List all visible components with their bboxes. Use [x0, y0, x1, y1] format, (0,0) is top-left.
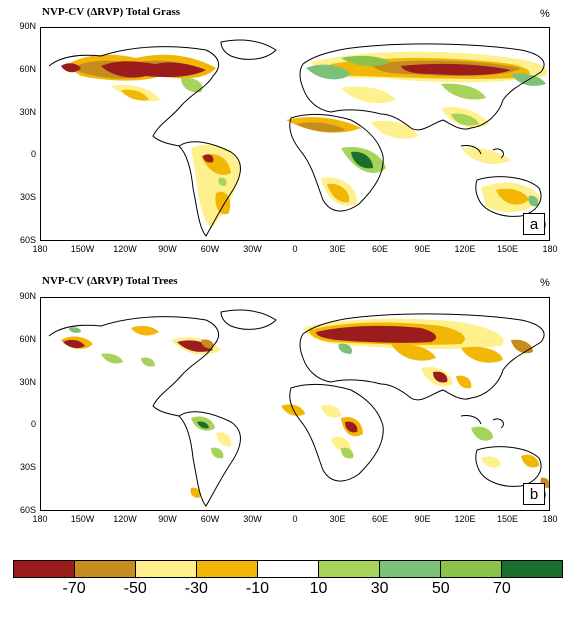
panel-b-lat-tick-label: 60S [19, 505, 36, 515]
panel-a-lon-tick-label: 120E [454, 244, 476, 254]
panel-a-anomaly-patches [61, 51, 548, 228]
panel-a-lon-tick-label: 150W [70, 244, 95, 254]
panel-b-lon-tick-label: 180 [32, 514, 48, 524]
colorbar-segment [197, 561, 258, 577]
panel-a-unit: % [540, 8, 550, 20]
panel-b-lat-tick-label: 60N [19, 333, 36, 344]
colorbar [13, 560, 563, 578]
panel-a-lat-tick-label: 60S [19, 235, 36, 245]
panel-a-lat-tick-label: 30N [19, 106, 36, 117]
panel-b-title: NVP-CV (ΔRVP) Total Trees [42, 275, 178, 287]
panel-b-lon-tick-label: 120W [113, 514, 137, 524]
colorbar-label: -10 [245, 580, 269, 597]
panel-a-lon-tick-label: 150E [496, 244, 519, 254]
colorbar-label: 30 [370, 580, 389, 597]
panel-a-lon-tick-label: 90E [414, 244, 431, 254]
panel-b-lon-tick-label: 0 [292, 514, 298, 524]
colorbar-segment [75, 561, 136, 577]
panel-a-lon-tick-label: 60W [200, 244, 220, 254]
panel-a-title: NVP-CV (ΔRVP) Total Grass [42, 6, 180, 18]
colorbar-label: -70 [62, 580, 86, 597]
colorbar-label: 70 [492, 580, 511, 597]
panel-b-lat-tick-label: 0 [30, 419, 36, 430]
panel-b-lon-tick-label: 30E [329, 514, 346, 524]
panel-b-anomaly-patches [61, 318, 549, 498]
colorbar-label: 50 [431, 580, 450, 597]
panel-b-lat-tick-label: 30S [19, 462, 36, 473]
panel-b-lon-tick-label: 30W [243, 514, 262, 524]
panel-a-lon-tick-label: 180 [32, 244, 48, 254]
colorbar-segment [502, 561, 562, 577]
panel-a-map-svg [48, 39, 548, 237]
panel-a-lat-tick-label: 30S [19, 192, 36, 203]
panel-b-lon-tick-label: 150W [70, 514, 95, 524]
panel-b-lon-tick-label: 90W [158, 514, 177, 524]
colorbar-label: -50 [123, 580, 147, 597]
panel-a-lon-tick-label: 30E [329, 244, 346, 254]
colorbar-label: 10 [309, 580, 328, 597]
colorbar-label: -30 [184, 580, 208, 597]
panel-a-lat-tick-label: 90N [19, 21, 36, 31]
colorbar-segment [14, 561, 75, 577]
panel-a-map [40, 27, 550, 241]
colorbar-segment [258, 561, 319, 577]
panel-b-lon-tick-label: 60W [200, 514, 220, 524]
panel-b-lat-tick-label: 30N [19, 376, 36, 387]
panel-b-map [40, 297, 550, 511]
panel-a-letter: a [523, 213, 545, 235]
panel-b-coastlines [48, 309, 546, 507]
panel-b-unit: % [540, 277, 550, 289]
panel-b-lon-tick-label: 120E [454, 514, 476, 524]
colorbar-segment [441, 561, 502, 577]
panel-b-lon-tick-label: 90E [414, 514, 431, 524]
panel-b-lon-tick-label: 60E [371, 514, 389, 524]
colorbar-segment [136, 561, 197, 577]
colorbar-segment [380, 561, 441, 577]
panel-b-lon-tick-label: 150E [496, 514, 519, 524]
panel-a-lon-tick-label: 60E [371, 244, 389, 254]
panel-a-lat-tick-label: 60N [19, 63, 36, 74]
panel-b-lat-tick-label: 90N [19, 291, 36, 301]
panel-a-lon-tick-label: 0 [292, 244, 298, 254]
panel-a-lon-tick-label: 120W [113, 244, 137, 254]
panel-a-coastlines [48, 39, 546, 237]
panel-b-letter: b [523, 483, 545, 505]
panel-a-lat-tick-label: 0 [30, 149, 36, 160]
panel-b-map-svg [48, 309, 549, 507]
panel-a-lon-tick-label: 90W [158, 244, 177, 254]
panel-a-lon-tick-label: 30W [243, 244, 262, 254]
panel-a-lon-tick-label: 180 [542, 244, 558, 254]
colorbar-segment [319, 561, 380, 577]
panel-b-lon-tick-label: 180 [542, 514, 558, 524]
